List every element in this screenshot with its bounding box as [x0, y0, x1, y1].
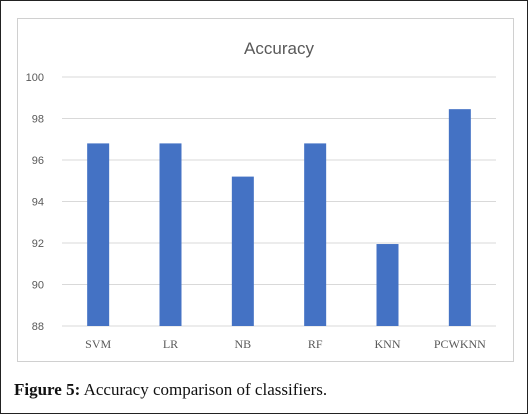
- x-tick-label: PCWKNN: [434, 337, 486, 351]
- bar-nb: [231, 176, 254, 326]
- x-tick-label: LR: [163, 337, 178, 351]
- bar-rf: [304, 143, 327, 326]
- y-tick-label: 98: [32, 114, 44, 126]
- bar-knn: [376, 244, 399, 326]
- caption-label: Figure 5:: [14, 380, 81, 399]
- bar-pcwknn: [448, 109, 471, 326]
- caption-text: Accuracy comparison of classifiers.: [80, 380, 328, 399]
- x-tick-label: SVM: [85, 337, 111, 351]
- bar-svm: [87, 143, 110, 326]
- y-tick-label: 100: [26, 72, 44, 84]
- figure-caption: Figure 5: Accuracy comparison of classif…: [14, 380, 327, 400]
- y-tick-label: 90: [32, 280, 44, 292]
- x-tick-label: KNN: [375, 337, 401, 351]
- bar-lr: [159, 143, 182, 326]
- y-tick-label: 88: [32, 321, 44, 333]
- y-tick-label: 96: [32, 155, 44, 167]
- chart-title: Accuracy: [244, 39, 314, 58]
- x-tick-label: NB: [234, 337, 251, 351]
- x-tick-label: RF: [308, 337, 323, 351]
- y-tick-label: 94: [32, 197, 44, 209]
- y-tick-label: 92: [32, 238, 44, 250]
